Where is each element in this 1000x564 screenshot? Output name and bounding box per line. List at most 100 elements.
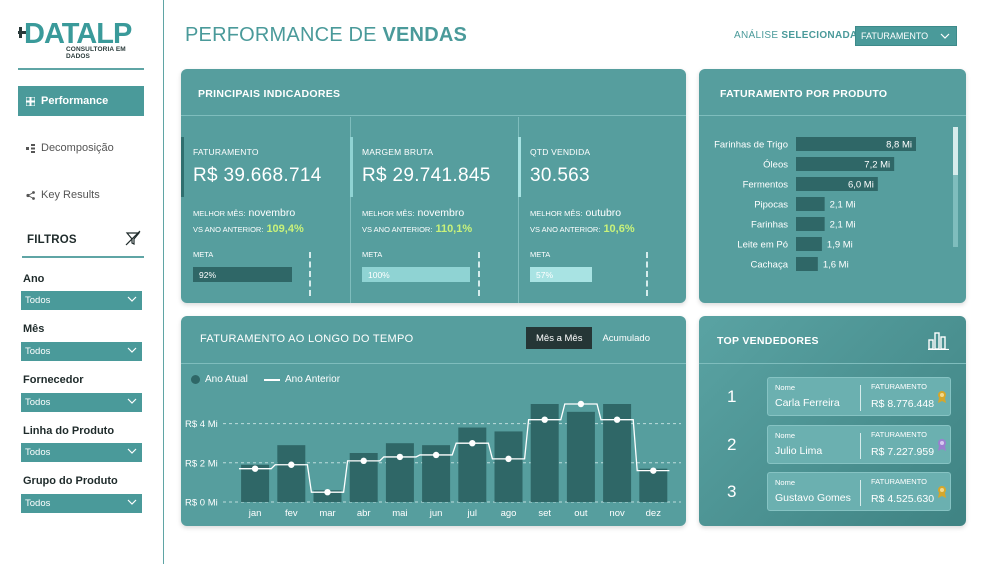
analysis-label: ANÁLISE SELECIONADA: xyxy=(734,30,861,41)
kpi-vs-previous: VS ANO ANTERIOR: 10,6% xyxy=(530,223,635,235)
products-scrollbar-thumb[interactable] xyxy=(953,127,958,175)
filter-ano-select[interactable]: Todos xyxy=(21,291,142,310)
time-chart-tabs: Mês a Mês Acumulado xyxy=(526,327,660,349)
products-card: FATURAMENTO POR PRODUTO Farinhas de Trig… xyxy=(699,69,966,303)
analysis-select[interactable]: FATURAMENTO xyxy=(855,26,957,46)
product-label: Cachaça xyxy=(751,260,789,271)
kpi-best-value: novembro xyxy=(248,207,296,219)
seller-card[interactable]: Nome Gustavo Gomes FATURAMENTO R$ 4.525.… xyxy=(767,472,951,511)
seller-name-label: Nome xyxy=(775,383,796,392)
medal-icon xyxy=(938,391,946,403)
chevron-down-icon xyxy=(127,499,137,505)
bar-ano-atual xyxy=(385,443,414,502)
time-chart-divider xyxy=(181,363,686,364)
x-tick-label: set xyxy=(538,508,551,519)
seller-name: Carla Ferreira xyxy=(775,397,840,409)
nav-performance-label: Performance xyxy=(41,95,109,107)
legend-ano-anterior: Ano Anterior xyxy=(264,374,340,385)
seller-divider xyxy=(860,433,861,459)
kpi-meta-track: 92% xyxy=(193,267,301,282)
kpi-meta-bar: 100% xyxy=(362,267,470,282)
seller-value: R$ 7.227.959 xyxy=(871,446,935,458)
filter-fornecedor-select[interactable]: Todos xyxy=(21,393,142,412)
nav-performance[interactable]: Performance xyxy=(18,86,144,116)
clear-filter-icon[interactable] xyxy=(124,229,142,247)
filter-mes-select[interactable]: Todos xyxy=(21,342,142,361)
kpi-best-value: novembro xyxy=(417,207,465,219)
indicators-title: PRINCIPAIS INDICADORES xyxy=(198,88,341,100)
kpi-best-month: MELHOR MÊS: novembro xyxy=(193,207,295,219)
kpi-best-label: MELHOR MÊS: xyxy=(530,209,583,218)
x-tick-label: mai xyxy=(392,508,407,519)
product-bar xyxy=(796,237,822,251)
kpi-meta-bar: 92% xyxy=(193,267,292,282)
point-ano-anterior xyxy=(650,467,657,474)
chevron-down-icon xyxy=(127,296,137,302)
kpi-meta-track: 100% xyxy=(362,267,470,282)
seller-card[interactable]: Nome Carla Ferreira FATURAMENTO R$ 8.776… xyxy=(767,377,951,416)
analysis-select-value: FATURAMENTO xyxy=(861,31,929,41)
kpi-target-line xyxy=(646,252,648,296)
product-bar xyxy=(796,257,818,271)
products-scrollbar[interactable] xyxy=(953,127,958,247)
kpi-meta-text: 92% xyxy=(199,269,217,280)
filter-grupo-select[interactable]: Todos xyxy=(21,494,142,513)
kpi-vs-label: VS ANO ANTERIOR: xyxy=(193,225,264,234)
kpi-accent xyxy=(181,137,184,197)
kpi-best-label: MELHOR MÊS: xyxy=(362,209,415,218)
filter-linha-select[interactable]: Todos xyxy=(21,443,142,462)
seller-divider xyxy=(860,480,861,506)
point-ano-anterior xyxy=(288,461,295,468)
filter-ano-value: Todos xyxy=(25,295,51,306)
medal-icon xyxy=(938,439,946,451)
point-ano-anterior xyxy=(613,416,621,423)
seller-divider xyxy=(860,385,861,411)
kpi-meta-label: META xyxy=(530,250,551,259)
products-divider xyxy=(699,115,966,116)
page-title-bold: VENDAS xyxy=(382,24,468,46)
sidebar: DATALP CONSULTORIA EM DADOS Performance … xyxy=(0,0,164,564)
logo-divider xyxy=(18,68,144,70)
kpi-vs-previous: VS ANO ANTERIOR: 110,1% xyxy=(362,223,472,235)
seller-value-label: FATURAMENTO xyxy=(871,430,927,439)
nav-key-results[interactable]: Key Results xyxy=(18,180,144,210)
kpi-value: R$ 29.741.845 xyxy=(362,165,491,186)
kpi-best-label: MELHOR MÊS: xyxy=(193,209,246,218)
page-title: PERFORMANCE DE VENDAS xyxy=(185,24,467,47)
tab-mes-a-mes[interactable]: Mês a Mês xyxy=(526,327,593,349)
legend-ano-anterior-label: Ano Anterior xyxy=(285,374,341,385)
network-icon xyxy=(26,190,35,200)
barbell-icon xyxy=(18,27,30,38)
chevron-down-icon xyxy=(127,398,137,404)
kpi-meta-label: META xyxy=(362,250,383,259)
logo-subtitle: CONSULTORIA EM DADOS xyxy=(66,46,126,60)
kpi-best-value: outubro xyxy=(585,207,622,219)
product-bar xyxy=(796,217,825,231)
seller-name: Julio Lima xyxy=(775,445,823,457)
x-tick-label: dez xyxy=(646,508,662,519)
kpi-meta-text: 57% xyxy=(536,269,554,280)
seller-card[interactable]: Nome Julio Lima FATURAMENTO R$ 7.227.959 xyxy=(767,425,951,464)
seller-value: R$ 4.525.630 xyxy=(871,493,935,505)
product-bar xyxy=(796,197,825,211)
bar-ano-atual xyxy=(313,490,342,502)
point-ano-anterior xyxy=(432,451,440,459)
filter-mes-label: Mês xyxy=(23,323,45,335)
kpi-vs-value: 110,1% xyxy=(435,223,473,235)
product-bar xyxy=(796,137,916,151)
x-tick-label: nov xyxy=(609,508,625,519)
nav-decomposicao-label: Decomposição xyxy=(41,142,114,154)
tab-acumulado[interactable]: Acumulado xyxy=(602,332,650,344)
product-bar xyxy=(796,157,895,171)
filter-grupo-value: Todos xyxy=(25,498,51,509)
filters-divider xyxy=(22,256,144,258)
nav-decomposicao[interactable]: Decomposição xyxy=(18,133,144,163)
time-bar-chart: R$ 0 Mi R$ 2 Mi R$ 4 Mi jan fev mar abr mai jun j… xyxy=(185,400,681,519)
analysis-label-bold: SELECIONADA: xyxy=(781,30,862,41)
kpi-name: FATURAMENTO xyxy=(193,147,259,157)
kpi-vs-label: VS ANO ANTERIOR: xyxy=(530,225,601,234)
filter-mes-value: Todos xyxy=(25,346,51,357)
analysis-label-light: ANÁLISE xyxy=(734,30,782,41)
kpi-name: MARGEM BRUTA xyxy=(362,147,434,157)
